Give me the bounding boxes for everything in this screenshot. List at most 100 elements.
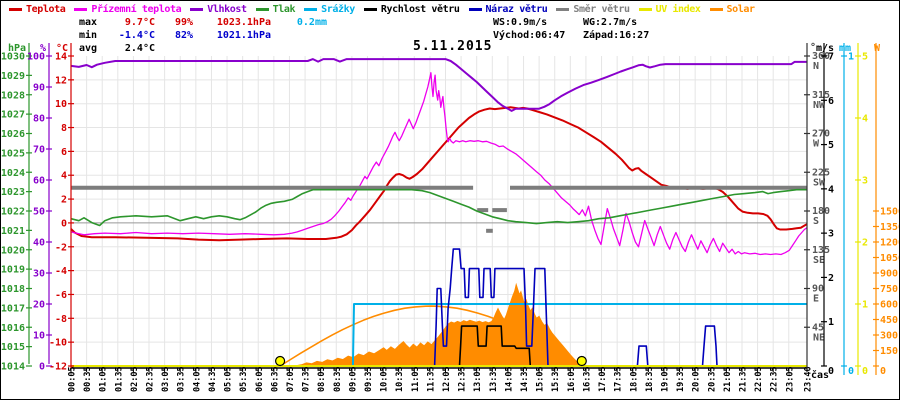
svg-text:01:05: 01:05 bbox=[99, 366, 109, 392]
legend-item-label: Náraz větru bbox=[485, 4, 548, 15]
svg-text:4: 4 bbox=[862, 114, 868, 125]
svg-text:1200: 1200 bbox=[880, 238, 900, 249]
sunrise-marker-icon bbox=[274, 355, 286, 367]
legend-swatch-icon bbox=[638, 8, 652, 11]
legend-swatch-icon bbox=[709, 8, 723, 11]
svg-text:09:05: 09:05 bbox=[348, 366, 358, 392]
svg-text:21:05: 21:05 bbox=[723, 366, 733, 392]
svg-text:225: 225 bbox=[812, 167, 830, 178]
chart-title: 5.11.2015 bbox=[413, 39, 493, 54]
svg-text:1350: 1350 bbox=[880, 222, 900, 233]
svg-text:08:05: 08:05 bbox=[317, 366, 327, 392]
svg-text:05:35: 05:35 bbox=[239, 366, 249, 392]
svg-text:14:05: 14:05 bbox=[504, 366, 514, 392]
svg-text:NE: NE bbox=[813, 332, 825, 343]
svg-text:hPa: hPa bbox=[8, 43, 26, 54]
svg-text:1028: 1028 bbox=[1, 90, 25, 101]
svg-text:150: 150 bbox=[880, 346, 898, 357]
legend-item-label: Rychlost větru bbox=[380, 4, 460, 15]
stats-avg-row: avg 2.4°C bbox=[79, 42, 327, 55]
svg-text:1027: 1027 bbox=[1, 110, 25, 121]
svg-text:8: 8 bbox=[61, 123, 67, 134]
svg-text:NW: NW bbox=[813, 100, 826, 111]
avg-temperature: 2.4°C bbox=[124, 43, 155, 54]
legend-item: Solar bbox=[709, 4, 755, 15]
svg-text:60: 60 bbox=[33, 176, 45, 187]
svg-text:2: 2 bbox=[828, 273, 834, 284]
svg-text:1019: 1019 bbox=[1, 265, 25, 276]
svg-text:12:05: 12:05 bbox=[442, 366, 452, 392]
svg-text:19:05: 19:05 bbox=[660, 366, 670, 392]
svg-text:10:35: 10:35 bbox=[395, 366, 405, 392]
legend-item-label: Teplota bbox=[26, 4, 66, 15]
min-temperature: -1.4°C bbox=[118, 30, 155, 41]
svg-text:17:35: 17:35 bbox=[614, 366, 624, 392]
svg-text:m/s: m/s bbox=[816, 43, 834, 54]
svg-text:1015: 1015 bbox=[1, 342, 25, 353]
svg-text:15:05: 15:05 bbox=[536, 366, 546, 392]
svg-text:40: 40 bbox=[33, 238, 45, 249]
svg-text:4: 4 bbox=[828, 184, 834, 195]
svg-text:23:40: 23:40 bbox=[804, 366, 814, 392]
svg-text:SW: SW bbox=[813, 177, 826, 188]
svg-text:čas: čas bbox=[811, 369, 829, 381]
svg-text:1020: 1020 bbox=[1, 245, 25, 256]
svg-text:70: 70 bbox=[33, 145, 45, 156]
svg-text:22:05: 22:05 bbox=[754, 366, 764, 392]
svg-text:3: 3 bbox=[862, 176, 868, 187]
svg-text:SE: SE bbox=[813, 255, 825, 266]
legend-item: Teplota bbox=[9, 4, 66, 15]
svg-text:20:35: 20:35 bbox=[707, 366, 717, 392]
sun-times-row: Východ:06:47 Západ:16:27 bbox=[493, 29, 649, 42]
svg-text:18:35: 18:35 bbox=[645, 366, 655, 392]
svg-text:90: 90 bbox=[812, 284, 824, 295]
svg-text:11:35: 11:35 bbox=[426, 366, 436, 392]
svg-text:09:35: 09:35 bbox=[364, 366, 374, 392]
svg-text:1017: 1017 bbox=[1, 303, 25, 314]
svg-text:10: 10 bbox=[55, 99, 67, 110]
legend-item-label: UV index bbox=[655, 4, 701, 15]
svg-text:23:05: 23:05 bbox=[785, 366, 795, 392]
svg-text:450: 450 bbox=[880, 315, 898, 326]
svg-text:0: 0 bbox=[848, 366, 854, 377]
svg-text:1016: 1016 bbox=[1, 323, 25, 334]
svg-text:-4: -4 bbox=[55, 266, 67, 277]
svg-text:04:05: 04:05 bbox=[192, 366, 202, 392]
svg-text:02:35: 02:35 bbox=[146, 366, 156, 392]
wind-speed-row: WS:0.9m/s WG:2.7m/s bbox=[493, 16, 649, 29]
stats-min-row: min -1.4°C 82% 1021.1hPa bbox=[79, 29, 327, 42]
legend-swatch-icon bbox=[363, 8, 377, 11]
min-label: min bbox=[79, 30, 98, 41]
svg-text:17:05: 17:05 bbox=[598, 366, 608, 392]
legend-item-label: Srážky bbox=[321, 4, 355, 15]
svg-text:1: 1 bbox=[848, 52, 854, 63]
svg-text:13:35: 13:35 bbox=[489, 366, 499, 392]
svg-text:2: 2 bbox=[862, 238, 868, 249]
max-pressure: 1023.1hPa bbox=[216, 17, 271, 28]
legend-item: Vlhkost bbox=[190, 4, 247, 15]
svg-text:80: 80 bbox=[33, 114, 45, 125]
svg-text:0: 0 bbox=[61, 218, 67, 229]
svg-text:7: 7 bbox=[828, 52, 834, 63]
svg-text:600: 600 bbox=[880, 300, 898, 311]
svg-text:06:05: 06:05 bbox=[255, 366, 265, 392]
svg-text:16:35: 16:35 bbox=[582, 366, 592, 392]
max-label: max bbox=[79, 17, 98, 28]
legend-swatch-icon bbox=[255, 8, 269, 11]
svg-text:10:05: 10:05 bbox=[380, 366, 390, 392]
svg-text:E: E bbox=[813, 294, 819, 305]
svg-text:02:05: 02:05 bbox=[130, 366, 140, 392]
svg-text:W: W bbox=[874, 43, 881, 54]
svg-text:18:05: 18:05 bbox=[629, 366, 639, 392]
sunrise-time: Východ:06:47 bbox=[493, 30, 566, 41]
svg-text:-12: -12 bbox=[49, 362, 67, 373]
legend-item: UV index bbox=[638, 4, 701, 15]
svg-text:30: 30 bbox=[33, 269, 45, 280]
svg-text:1030: 1030 bbox=[1, 52, 25, 63]
svg-text:90: 90 bbox=[33, 83, 45, 94]
svg-text:20:05: 20:05 bbox=[692, 366, 702, 392]
svg-text:04:35: 04:35 bbox=[208, 366, 218, 392]
svg-text:1024: 1024 bbox=[1, 168, 25, 179]
